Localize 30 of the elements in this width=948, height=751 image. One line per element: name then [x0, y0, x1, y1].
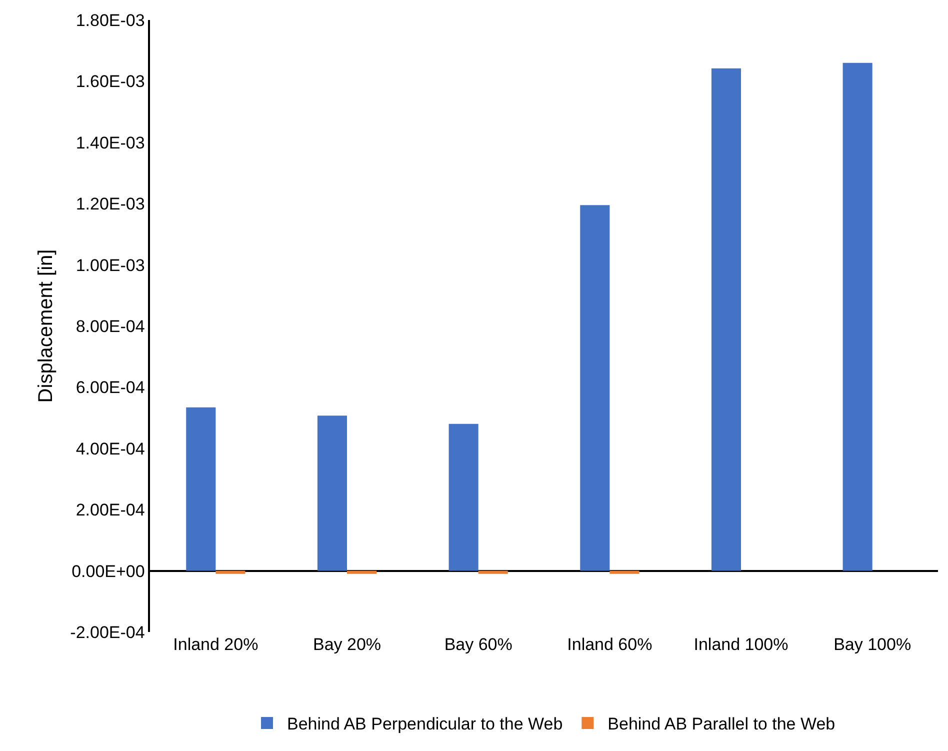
bar: [347, 570, 377, 574]
x-tick-label: Bay 100%: [834, 635, 912, 654]
legend-label: Behind AB Perpendicular to the Web: [287, 714, 563, 734]
bar: [711, 68, 741, 571]
y-tick-label: 1.80E-03: [76, 10, 145, 30]
x-tick-label: Inland 20%: [173, 635, 258, 654]
y-tick-label: 8.00E-04: [76, 316, 145, 336]
y-tick-label: 1.20E-03: [76, 194, 145, 214]
x-tick-label: Bay 20%: [312, 635, 382, 654]
y-tick-label: -2.00E-04: [70, 622, 145, 642]
y-axis-title: Displacement [in]: [35, 249, 58, 403]
y-tick-label: 1.00E-03: [76, 256, 145, 275]
x-tick-label: Inland 60%: [567, 635, 652, 654]
y-tick-label: 2.00E-04: [76, 500, 145, 520]
bar: [842, 62, 872, 571]
y-tick-label: 6.00E-04: [76, 378, 145, 398]
y-tick-label: 1.40E-03: [76, 133, 145, 152]
bar: [610, 570, 640, 574]
bar: [317, 416, 347, 571]
x-tick-label: Inland 100%: [694, 635, 788, 654]
bar: [478, 570, 508, 574]
bar: [580, 205, 610, 571]
y-tick-label: 1.60E-03: [76, 72, 145, 92]
legend-label: Behind AB Parallel to the Web: [608, 714, 836, 734]
bar: [186, 407, 216, 571]
bar: [216, 570, 246, 574]
y-tick-label: 0.00E+00: [72, 562, 145, 581]
bar: [448, 424, 478, 571]
x-tick-label: Bay 60%: [444, 635, 512, 654]
y-tick-label: 4.00E-04: [76, 439, 145, 458]
